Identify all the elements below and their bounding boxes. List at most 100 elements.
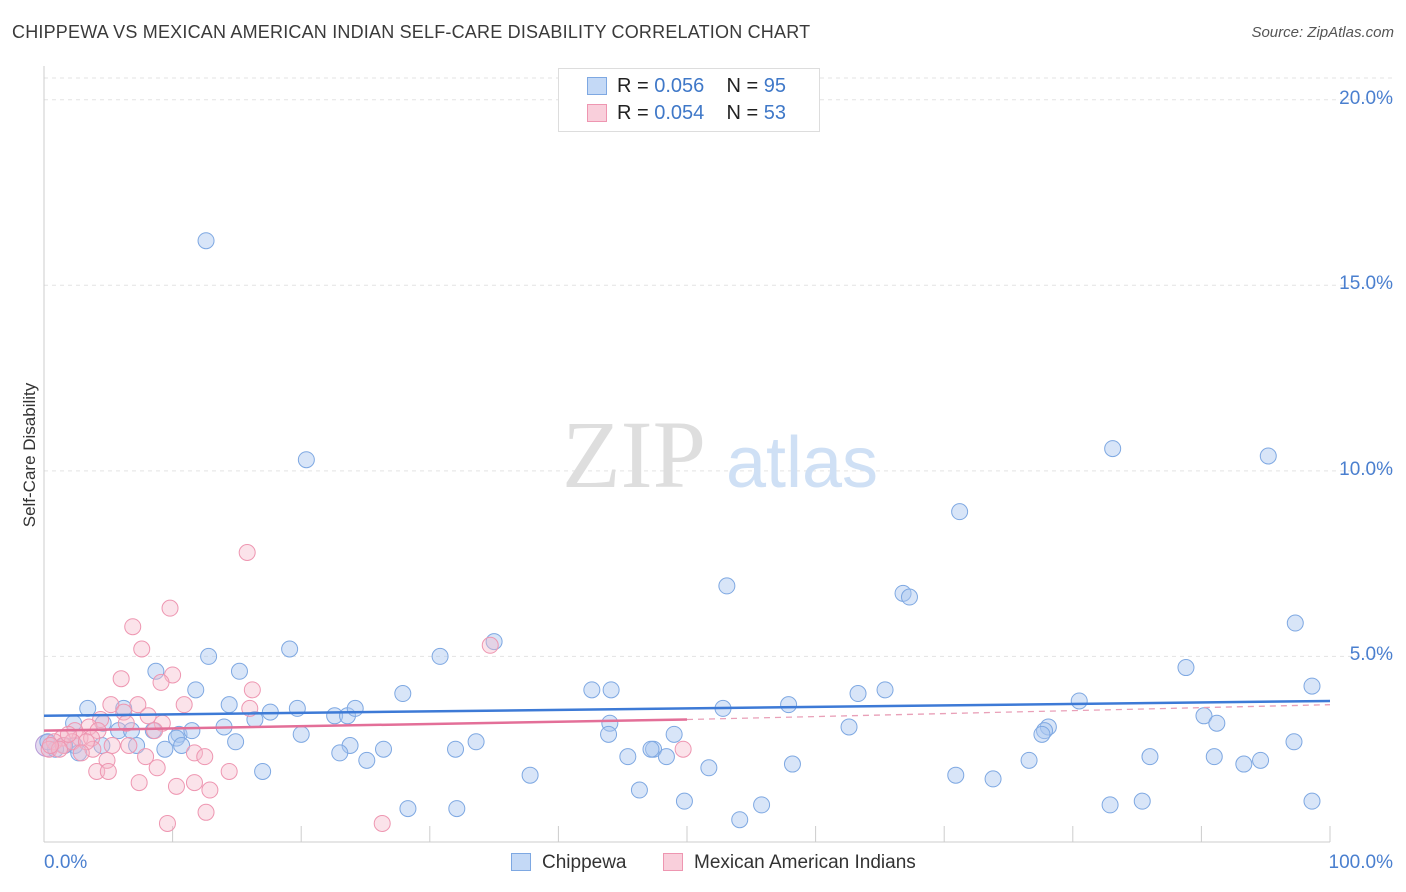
chippewa-point [521,766,539,784]
chippewa-point [947,766,965,784]
mexican-american-indians-point [167,777,185,795]
chippewa-point [1070,692,1088,710]
chippewa-point [448,800,466,818]
chippewa-point [147,662,165,680]
x-tick-max: 100.0% [1328,852,1393,873]
chippewa-point [1303,792,1321,810]
mexican-american-indians-point [112,670,130,688]
chippewa-point [849,685,867,703]
x-tick-min: 0.0% [44,852,88,873]
axes [43,66,1331,843]
mexican-american-indians-point [129,696,147,714]
mexican-american-indians-point [481,636,499,654]
mexican-american-indians-point [161,599,179,617]
chippewa-point [292,725,310,743]
chippewa-point [619,748,637,766]
legend: Chippewa Mexican American Indians [0,852,1406,878]
chippewa-point [753,796,771,814]
stats-swatch-mexican [587,104,607,122]
chippewa-point [1303,677,1321,695]
correlation-stats-box: R = 0.056 N = 95 R = 0.054 N = 53 [558,68,820,132]
chippewa-point [431,647,449,665]
mexican-trend-line [43,718,688,732]
mexican-american-indians-point [103,737,121,754]
chippewa-point [700,759,718,777]
chippewa-point [951,503,969,521]
chippewa-point [254,762,272,780]
chippewa-point [375,740,393,758]
chippewa-point [780,696,798,714]
chippewa-point [156,740,174,758]
mexican-american-indians-point [72,744,90,762]
mexican-american-indians-point [77,733,95,751]
chippewa-point [447,740,465,758]
legend-swatch-chippewa [511,853,531,871]
chippewa-point [1259,447,1277,465]
chippewa-point [200,647,218,665]
y-tick-label: 20.0% [1339,87,1393,109]
mexican-trend-extension [686,704,1331,721]
legend-label-mexican: Mexican American Indians [694,852,916,873]
mexican-american-indians-point [196,748,214,766]
chippewa-point [642,740,660,758]
chippewa-point [1141,748,1159,766]
mexican-american-indians-point [158,814,176,832]
chippewa-point [331,744,349,762]
chippewa-point [183,722,201,740]
chippewa-point [394,685,412,703]
y-tick-label: 10.0% [1339,458,1393,480]
legend-label-chippewa: Chippewa [542,852,627,873]
chippewa-point [657,748,675,766]
chippewa-point [1285,733,1303,751]
mexican-american-indians-point [220,762,238,780]
chippewa-point [840,718,858,736]
chippewa-point [600,725,618,743]
chippewa-point [79,699,97,717]
chippewa-point [1235,755,1253,773]
chippewa-point [197,232,215,250]
chippewa-point [358,751,376,769]
chippewa-point [346,699,364,717]
mexican-american-indians-point [102,696,120,714]
chippewa-point [1177,659,1195,677]
chippewa-point [1286,614,1304,632]
chippewa-point [1205,748,1223,766]
chippewa-point [1020,751,1038,769]
chippewa-point [675,792,693,810]
y-tick-label: 5.0% [1349,644,1393,666]
stats-row-mexican: R = 0.054 N = 53 [617,102,787,124]
chippewa-point [173,737,191,754]
chippewa-point [602,681,620,699]
mexican-american-indians-point [152,673,170,691]
mexican-american-indians-point [88,762,106,780]
trend-lines [43,699,1331,732]
chippewa-point [1208,714,1226,732]
source-credit: Source: ZipAtlas.com [1251,24,1394,41]
mexican-american-indians-point [137,748,155,766]
mexican-american-indians-point [243,681,261,699]
mexican-american-indians-point [59,725,77,743]
gridlines [44,77,1392,657]
mexican-american-indians-point [133,640,151,658]
chippewa-point [1033,725,1051,743]
data-points [35,232,1321,832]
watermark-atlas: atlas [726,423,878,503]
mexican-american-indians-point [185,744,203,762]
chippewa-point [900,588,918,606]
mexican-american-indians-point [201,781,219,799]
stats-row-chippewa: R = 0.056 N = 95 [617,75,787,97]
mexican-american-indians-point [130,774,148,792]
chippewa-point [297,451,315,469]
chippewa-point [227,733,245,751]
mexican-american-indians-point [674,740,692,758]
mexican-american-indians-point [197,803,215,821]
chippewa-point [665,725,683,743]
chippewa-point [281,640,299,658]
chippewa-point [115,699,133,717]
stats-swatch-chippewa [587,77,607,95]
watermark: ZIP atlas [562,401,878,508]
mexican-american-indians-point [185,774,203,792]
watermark-zip: ZIP [562,401,706,508]
mexican-american-indians-point [373,814,391,832]
